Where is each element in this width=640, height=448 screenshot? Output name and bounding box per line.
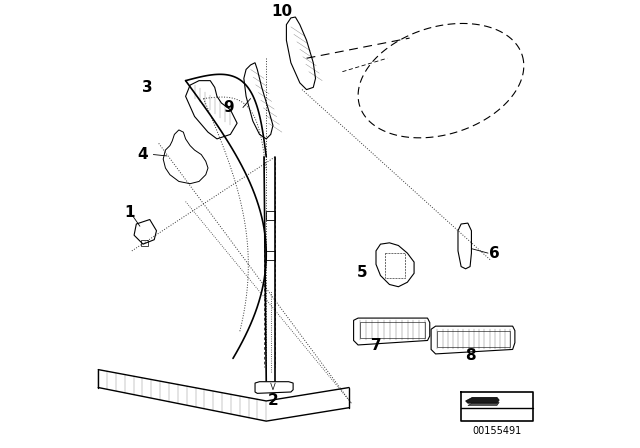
Text: 5: 5 — [357, 265, 368, 280]
Polygon shape — [466, 397, 499, 403]
Text: 1: 1 — [124, 205, 135, 220]
Text: 00155491: 00155491 — [472, 426, 522, 436]
Text: 8: 8 — [465, 348, 476, 363]
Text: 2: 2 — [268, 392, 278, 408]
Text: 9: 9 — [223, 100, 234, 115]
Text: 4: 4 — [138, 147, 148, 162]
Text: 6: 6 — [490, 246, 500, 261]
Text: 7: 7 — [371, 338, 381, 353]
Text: 3: 3 — [142, 80, 153, 95]
Polygon shape — [468, 402, 499, 405]
Text: 10: 10 — [271, 4, 292, 19]
